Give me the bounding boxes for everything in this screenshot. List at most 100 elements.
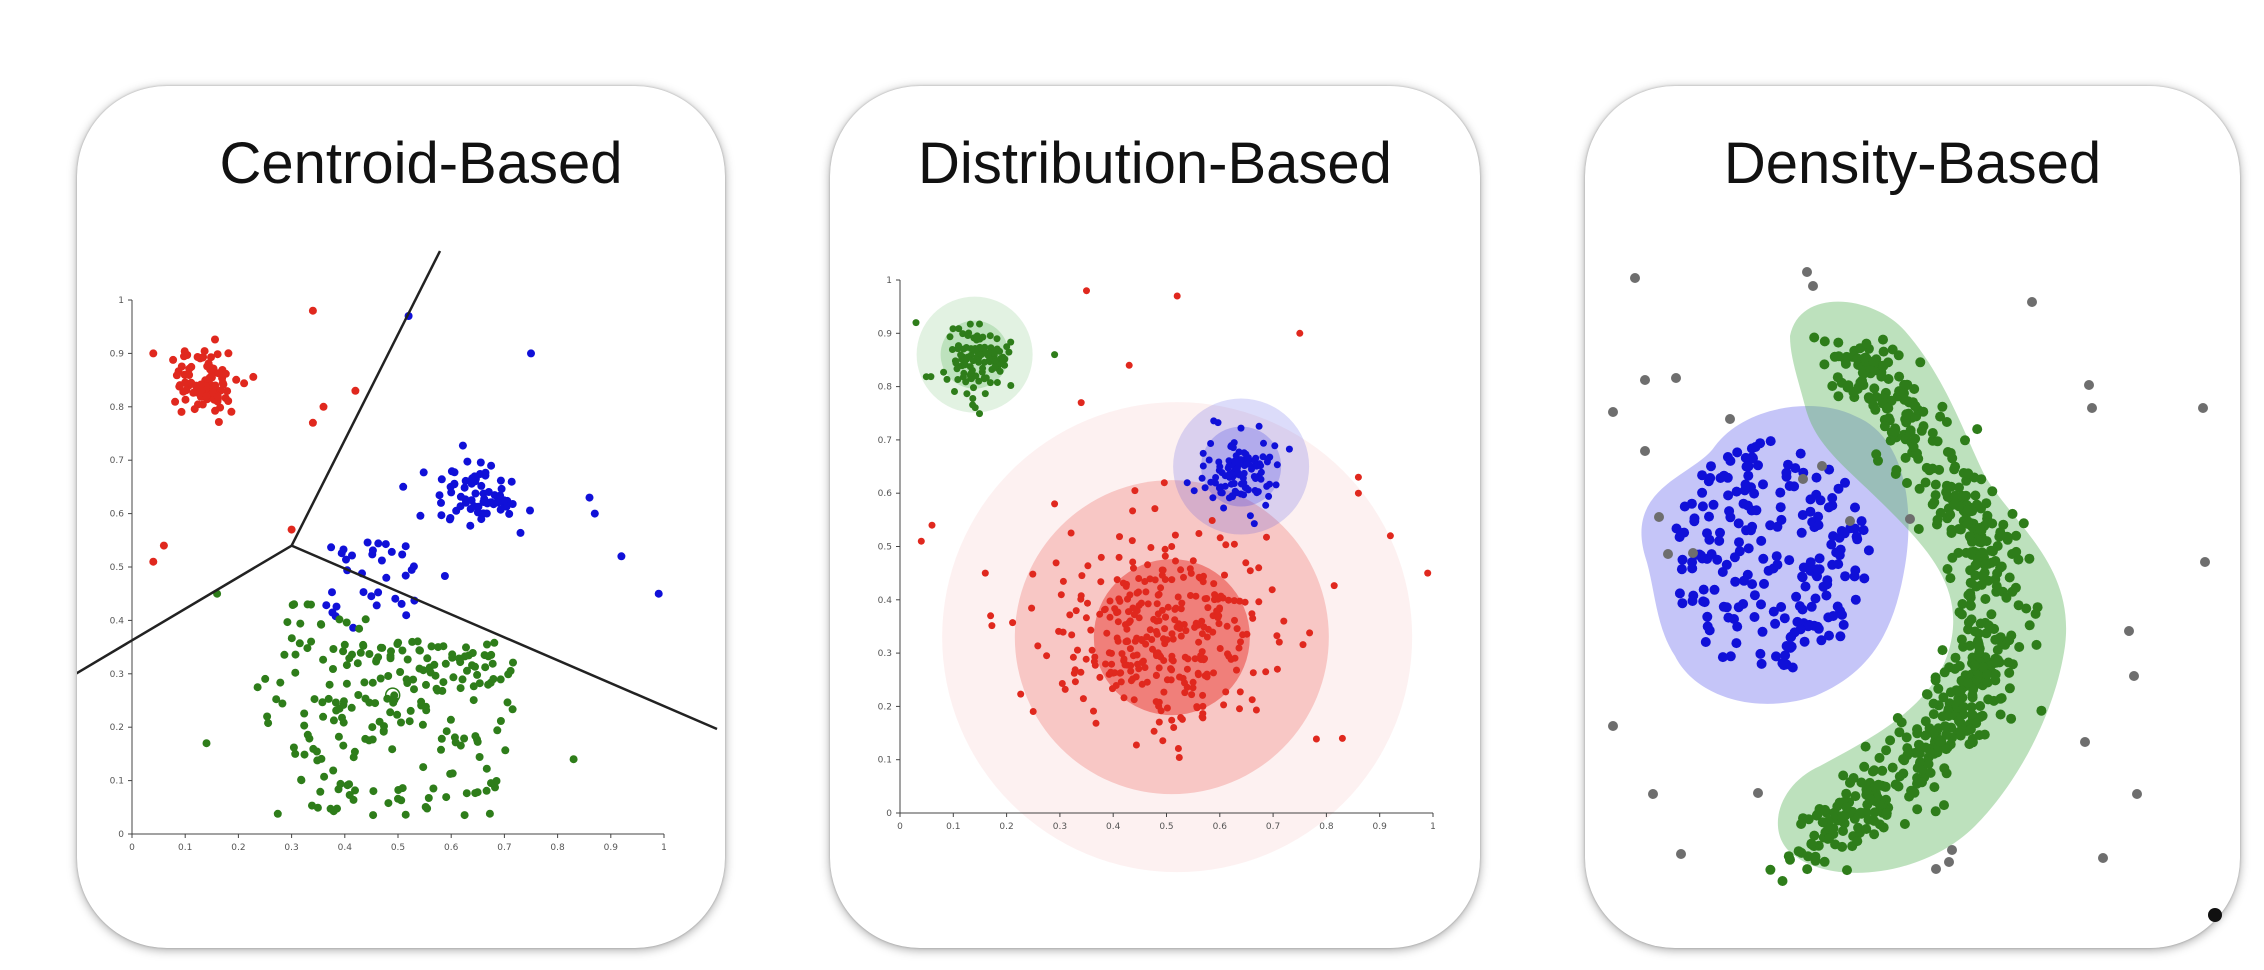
green-point <box>386 651 395 660</box>
red-point <box>1268 586 1276 594</box>
green-point <box>2013 554 2024 565</box>
green-point <box>946 333 954 341</box>
blue-point <box>1790 463 1801 474</box>
green-point <box>1817 817 1828 828</box>
green-point <box>1963 505 1973 515</box>
green-point <box>922 373 930 381</box>
green-point <box>1810 851 1821 862</box>
blue-point <box>339 545 348 554</box>
green-point <box>496 717 505 725</box>
blue-point <box>1718 601 1729 612</box>
blue-point <box>1260 439 1267 447</box>
gray-noise-point <box>1688 548 1698 558</box>
red-point <box>240 379 249 388</box>
red-point <box>211 335 219 344</box>
blue-point <box>1806 601 1817 612</box>
blue-point <box>1816 635 1827 646</box>
blue-point <box>461 476 470 485</box>
y-tick-label: 0.5 <box>110 563 124 573</box>
green-point <box>2024 553 2035 564</box>
red-point <box>1144 561 1152 569</box>
red-point <box>190 405 199 414</box>
green-point <box>1832 372 1843 383</box>
green-point <box>473 670 482 679</box>
red-point <box>1125 619 1133 626</box>
red-point <box>1182 627 1190 635</box>
green-point <box>999 356 1007 364</box>
green-point <box>386 708 395 717</box>
blue-point <box>1699 597 1710 608</box>
green-point <box>1942 564 1953 574</box>
green-point <box>356 648 365 657</box>
red-point <box>1248 696 1256 704</box>
green-point <box>353 659 362 668</box>
red-point <box>1092 719 1100 727</box>
blue-point <box>1791 591 1802 602</box>
blue-point <box>332 602 341 611</box>
blue-point <box>1772 521 1783 532</box>
red-point <box>1183 683 1191 691</box>
green-point <box>2021 603 2032 614</box>
red-point <box>223 387 232 396</box>
red-point <box>1154 591 1162 599</box>
green-point <box>1958 702 1969 712</box>
green-point <box>2010 582 2021 593</box>
red-point <box>1160 688 1168 696</box>
green-point <box>449 673 458 682</box>
red-point <box>1235 644 1243 652</box>
green-point <box>318 698 327 707</box>
red-point <box>1191 655 1199 663</box>
green-point <box>1883 403 1894 414</box>
x-tick-label: 0 <box>129 843 135 853</box>
green-point <box>458 675 467 684</box>
red-point <box>224 397 233 405</box>
green-point <box>1927 428 1938 438</box>
green-point <box>333 804 341 813</box>
red-point <box>1117 669 1125 677</box>
green-point <box>317 620 326 629</box>
green-point <box>2007 508 2018 519</box>
green-point <box>463 666 471 675</box>
green-point <box>263 712 272 721</box>
green-point <box>355 624 364 633</box>
green-point <box>397 718 405 727</box>
red-point <box>1115 595 1123 603</box>
red-point <box>1135 588 1142 596</box>
green-point <box>993 379 1001 386</box>
x-tick-label: 0.9 <box>604 843 619 853</box>
red-point <box>1114 608 1122 616</box>
blue-point <box>1207 478 1215 486</box>
green-point <box>291 668 300 677</box>
green-point <box>973 332 981 340</box>
red-point <box>214 418 223 426</box>
red-point <box>287 525 296 534</box>
y-tick-label: 0.4 <box>878 596 893 606</box>
red-point <box>1230 540 1238 548</box>
red-point <box>1386 532 1394 540</box>
x-tick-label: 0.8 <box>550 843 565 853</box>
green-point <box>481 663 490 672</box>
green-point <box>342 661 351 670</box>
green-point <box>1975 618 1986 629</box>
gray-noise-point <box>1654 512 1664 522</box>
green-point <box>462 643 470 652</box>
x-tick-label: 0.5 <box>1159 822 1173 832</box>
red-point <box>1146 575 1154 583</box>
green-point <box>1889 427 1900 437</box>
red-point <box>1181 653 1189 661</box>
green-point <box>434 643 443 652</box>
green-point <box>295 639 304 648</box>
red-point <box>1193 704 1201 712</box>
red-point <box>171 397 180 406</box>
green-point <box>1901 409 1912 420</box>
green-point <box>480 651 489 660</box>
green-point <box>488 659 497 668</box>
red-point <box>1231 616 1238 624</box>
red-point <box>1109 685 1116 693</box>
blue-point <box>1803 621 1814 632</box>
red-point <box>1135 575 1143 582</box>
red-point <box>1072 607 1080 615</box>
green-point <box>1876 371 1887 382</box>
red-point <box>1354 489 1362 497</box>
blue-point <box>1799 636 1810 647</box>
